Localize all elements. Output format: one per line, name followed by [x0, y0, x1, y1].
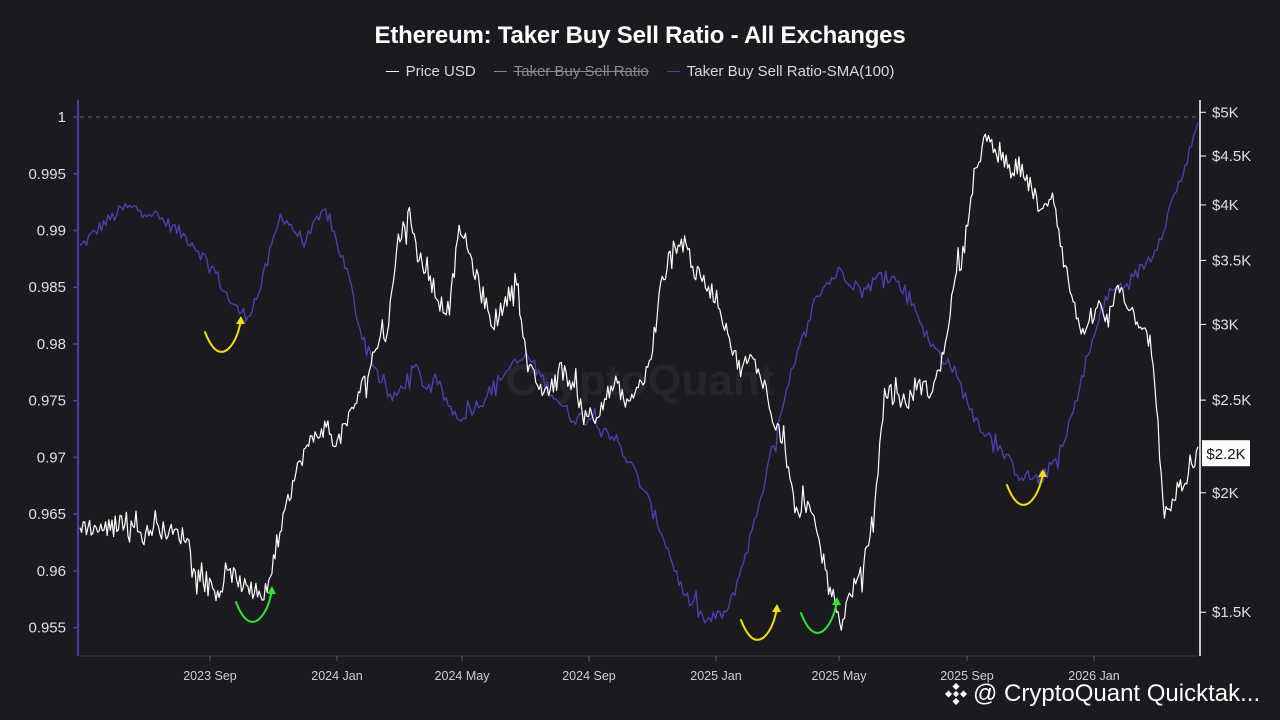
legend-item-sma[interactable]: Taker Buy Sell Ratio-SMA(100)	[666, 63, 895, 80]
annotation-arrowhead	[236, 316, 245, 324]
annotation-arrow	[235, 589, 273, 623]
right-tick-label: $2K	[1212, 485, 1239, 502]
x-tick-label: 2025 Sep	[940, 669, 994, 683]
right-tick-label: $5K	[1212, 104, 1239, 121]
tick-labels: 1 0.995 0.99 0.985 0.98 0.975 0.97 0.965 0.96 0.9…	[28, 104, 1251, 683]
left-tick-label: 0.965	[28, 506, 66, 523]
axes	[77, 100, 1201, 657]
legend-item-price-usd[interactable]: Price USD	[385, 63, 476, 80]
left-tick-label: 0.955	[28, 620, 66, 637]
annotation-arrow	[740, 607, 778, 641]
chart-title: Ethereum: Taker Buy Sell Ratio - All Exc…	[374, 22, 906, 49]
annotation-arrow	[204, 319, 242, 353]
x-tick-label: 2026 Jan	[1068, 669, 1119, 683]
legend-swatch-sma	[666, 71, 680, 72]
annotations	[204, 316, 1047, 641]
price-series	[79, 133, 1199, 631]
x-tick-label: 2024 Jan	[311, 669, 362, 683]
left-tick-label: 0.995	[28, 166, 66, 183]
legend-label-sma: Taker Buy Sell Ratio-SMA(100)	[686, 63, 895, 80]
left-tick-label: 0.99	[37, 222, 66, 239]
current-price-label: $2.2K	[1206, 446, 1245, 463]
binance-icon	[945, 683, 967, 705]
left-tick-label: 0.98	[37, 336, 66, 353]
right-tick-label: $4K	[1212, 197, 1239, 214]
left-tick-label: 1	[58, 109, 66, 126]
legend-swatch-price-usd	[385, 71, 399, 72]
sma-line	[79, 122, 1199, 624]
right-tick-label: $3.5K	[1212, 252, 1251, 269]
right-tick-label: $3K	[1212, 316, 1239, 333]
sma-series	[79, 122, 1199, 624]
legend-swatch-taker-ratio	[493, 71, 507, 72]
current-price-box	[1202, 440, 1250, 467]
x-tick-label: 2025 Jan	[690, 669, 741, 683]
annotation-arrowhead	[267, 586, 276, 594]
legend-item-taker-ratio[interactable]: Taker Buy Sell Ratio	[493, 63, 649, 80]
left-tick-label: 0.985	[28, 279, 66, 296]
x-tick-label: 2023 Sep	[183, 669, 237, 683]
left-tick-label: 0.96	[37, 563, 66, 580]
legend-label-taker-ratio: Taker Buy Sell Ratio	[513, 63, 649, 80]
left-tick-label: 0.975	[28, 393, 66, 410]
right-tick-label: $1.5K	[1212, 604, 1251, 621]
footer-brand: @ CryptoQuant Quicktak...	[945, 680, 1260, 708]
annotation-arrow	[800, 600, 838, 634]
x-tick-label: 2025 May	[812, 669, 868, 683]
x-tick-label: 2024 Sep	[562, 669, 616, 683]
footer-brand-text: @ CryptoQuant Quicktak...	[973, 680, 1261, 707]
left-tick-label: 0.97	[37, 449, 66, 466]
annotation-arrow	[1006, 472, 1044, 506]
annotation-arrowhead	[772, 604, 781, 612]
right-tick-label: $4.5K	[1212, 148, 1251, 165]
x-tick-label: 2024 May	[435, 669, 491, 683]
legend-label-price-usd: Price USD	[405, 63, 476, 80]
price-line	[79, 133, 1199, 631]
legend: Price USD Taker Buy Sell Ratio Taker Buy…	[0, 63, 1280, 80]
right-tick-label: $2.5K	[1212, 392, 1251, 409]
annotation-arrowhead	[832, 597, 841, 605]
annotation-arrowhead	[1038, 469, 1047, 477]
